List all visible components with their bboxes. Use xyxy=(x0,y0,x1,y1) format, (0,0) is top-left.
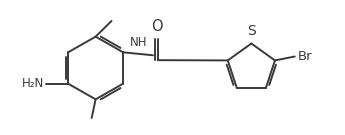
Text: S: S xyxy=(247,24,256,38)
Text: H₂N: H₂N xyxy=(22,77,44,90)
Text: O: O xyxy=(151,19,162,34)
Text: NH: NH xyxy=(130,36,148,49)
Text: Br: Br xyxy=(298,50,312,63)
